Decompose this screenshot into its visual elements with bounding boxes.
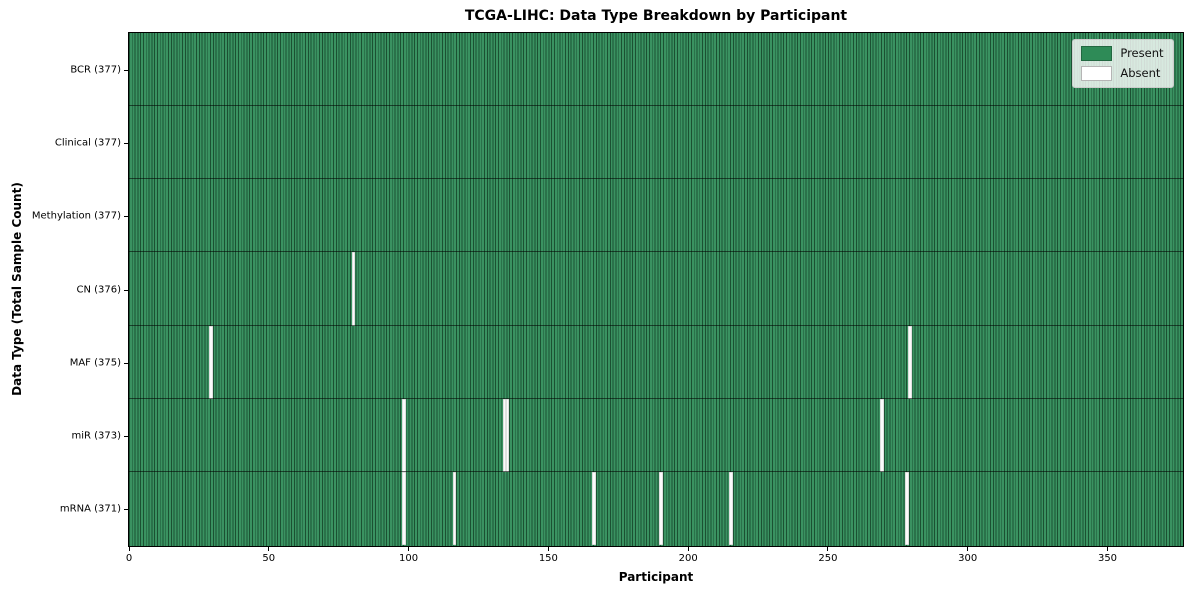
legend-item-absent: Absent (1081, 65, 1163, 81)
absent-cell (351, 252, 356, 326)
ytick-mark (124, 436, 129, 438)
ytick-label: miR (373) (71, 430, 121, 442)
absent-cell (659, 472, 663, 546)
absent-cell (908, 325, 912, 399)
x-axis-label: Participant (618, 570, 694, 584)
absent-cell (905, 472, 909, 546)
ytick-mark (124, 509, 129, 511)
heatmap-row-maf (128, 324, 1183, 399)
ytick-label: mRNA (371) (59, 503, 121, 515)
ytick-label: MAF (375) (69, 357, 121, 369)
absent-cell (452, 472, 456, 546)
heatmap-row-mrna (128, 471, 1183, 546)
legend-item-present: Present (1081, 45, 1164, 61)
xtick-mark (547, 546, 549, 551)
xtick-label: 200 (678, 553, 698, 564)
xtick-label: 50 (262, 553, 276, 564)
xtick-mark (687, 546, 689, 551)
xtick-mark (827, 546, 829, 551)
legend-label-absent: Absent (1120, 66, 1161, 80)
absent-cell (402, 398, 406, 473)
xtick-mark (268, 546, 270, 551)
ytick-label: Clinical (377) (54, 137, 121, 149)
ytick-mark (124, 142, 129, 144)
xtick-mark (967, 546, 969, 551)
xtick-label: 300 (958, 553, 978, 564)
xtick-mark (408, 546, 410, 551)
xtick-mark (1107, 546, 1108, 551)
absent-cell (505, 398, 509, 473)
ytick-mark (124, 362, 129, 364)
ytick-mark (124, 69, 129, 71)
legend-label-present: Present (1120, 46, 1164, 60)
legend-box: Present Absent (1072, 38, 1174, 88)
heatmap-plot: Present Absent (127, 31, 1184, 547)
ytick-label: BCR (377) (70, 64, 121, 76)
heatmap-row-methylation (128, 178, 1183, 252)
xtick-label: 150 (538, 553, 558, 564)
ytick-label: CN (376) (76, 284, 121, 295)
ytick-label: Methylation (377) (31, 210, 121, 222)
heatmap-row-cn (128, 251, 1183, 326)
present-swatch-icon (1081, 45, 1113, 61)
chart-title: TCGA-LIHC: Data Type Breakdown by Partic… (464, 8, 848, 24)
xtick-label: 0 (125, 553, 133, 564)
xtick-label: 100 (399, 553, 419, 564)
absent-cell (880, 398, 884, 473)
absent-cell (402, 472, 406, 546)
heatmap-row-mir (128, 397, 1183, 473)
absent-cell (592, 472, 596, 546)
absent-cell (209, 325, 213, 399)
absent-swatch-icon (1081, 65, 1113, 81)
absent-cell (502, 398, 507, 473)
absent-cell (729, 472, 733, 546)
heatmap-row-bcr (129, 33, 1183, 106)
ytick-mark (124, 216, 129, 218)
ytick-mark (124, 289, 129, 291)
xtick-label: 250 (818, 553, 838, 564)
xtick-mark (128, 546, 130, 551)
y-axis-label: Data Type (Total Sample Count) (10, 182, 24, 396)
xtick-label: 350 (1097, 553, 1118, 564)
heatmap-row-clinical (128, 104, 1183, 179)
